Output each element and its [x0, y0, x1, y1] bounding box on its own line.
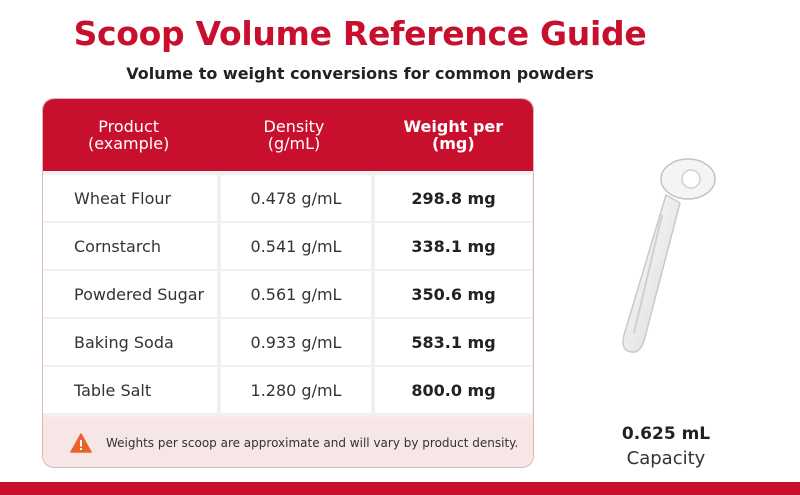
header-product: Product (example) — [43, 99, 214, 171]
weight-cell: 800.0 mg — [375, 367, 532, 413]
header-density-line2: (g/mL) — [267, 134, 321, 153]
scoop-image — [622, 158, 716, 353]
disclaimer-text: Weights per scoop are approximate and wi… — [106, 436, 519, 450]
header-density: Density (g/mL) — [214, 99, 373, 171]
product-cell: Table Salt — [43, 367, 217, 413]
product-cell: Baking Soda — [43, 319, 217, 365]
page-subtitle: Volume to weight conversions for common … — [126, 64, 594, 83]
table-row: Powdered Sugar 0.561 g/mL 350.6 mg — [43, 271, 533, 317]
density-cell: 0.561 g/mL — [221, 271, 371, 317]
header-product-line2: (example) — [87, 134, 170, 153]
header-weight-line2: (mg) — [431, 134, 475, 153]
header-weight-line1: Weight per — [403, 117, 504, 136]
density-cell: 0.541 g/mL — [221, 223, 371, 269]
header-weight: Weight per (mg) — [374, 99, 533, 171]
table-row: Baking Soda 0.933 g/mL 583.1 mg — [43, 319, 533, 365]
table-body: Wheat Flour 0.478 g/mL 298.8 mg Cornstar… — [43, 175, 533, 415]
table-row: Table Salt 1.280 g/mL 800.0 mg — [43, 367, 533, 413]
density-cell: 0.478 g/mL — [221, 175, 371, 221]
density-cell: 0.933 g/mL — [221, 319, 371, 365]
product-cell: Powdered Sugar — [43, 271, 217, 317]
capacity-label: Capacity — [626, 448, 706, 469]
header-product-line1: Product — [98, 117, 160, 136]
warning-icon — [70, 433, 92, 453]
product-cell: Wheat Flour — [43, 175, 217, 221]
weight-cell: 338.1 mg — [375, 223, 532, 269]
weight-cell: 583.1 mg — [375, 319, 532, 365]
page-title: Scoop Volume Reference Guide — [73, 14, 647, 53]
bottom-accent-bar — [0, 482, 800, 495]
table-row: Cornstarch 0.541 g/mL 338.1 mg — [43, 223, 533, 269]
capacity-value: 0.625 mL — [621, 424, 711, 444]
disclaimer-note: Weights per scoop are approximate and wi… — [43, 417, 533, 467]
table-row: Wheat Flour 0.478 g/mL 298.8 mg — [43, 175, 533, 221]
header-density-line1: Density — [263, 117, 325, 136]
weight-cell: 350.6 mg — [375, 271, 532, 317]
product-cell: Cornstarch — [43, 223, 217, 269]
density-cell: 1.280 g/mL — [221, 367, 371, 413]
table-header: Product (example) Density (g/mL) Weight … — [43, 99, 533, 171]
conversion-table: Product (example) Density (g/mL) Weight … — [42, 98, 534, 468]
weight-cell: 298.8 mg — [375, 175, 532, 221]
